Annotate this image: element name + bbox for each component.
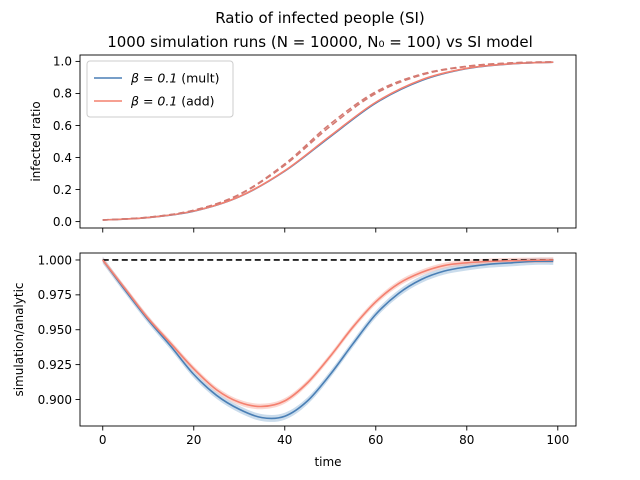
x-tick-label: 20	[186, 433, 201, 447]
y-tick-label: 1.0	[53, 55, 72, 69]
chart-title: Ratio of infected people (SI)	[215, 9, 425, 27]
y-tick-label: 0.2	[53, 183, 72, 197]
confidence-band-add	[102, 257, 554, 410]
x-tick-label: 100	[546, 433, 569, 447]
y-tick-label: 0.925	[38, 358, 72, 372]
axes-frame	[79, 54, 577, 229]
y-tick-label: 0.4	[53, 151, 72, 165]
plot-area	[102, 256, 554, 422]
chart-subtitle: 1000 simulation runs (N = 10000, N₀ = 10…	[107, 33, 533, 51]
bottom-panel: 0 20 40 60 80 100 0.900 0.925 0.950 0.975 1.000 sim…	[12, 252, 577, 469]
y-tick-label: 1.000	[38, 253, 72, 267]
series-line-mult-0	[102, 259, 554, 420]
y-axis-label: infected ratio	[29, 101, 43, 181]
x-tick-label: 40	[277, 433, 292, 447]
legend-box	[86, 60, 234, 118]
x-axis-label: time	[314, 455, 341, 469]
plot-area	[102, 61, 554, 221]
y-tick-label: 0.8	[53, 87, 72, 101]
x-tick-label: 60	[368, 433, 383, 447]
y-axis-label: simulation/analytic	[12, 283, 26, 397]
y-tick-label: 0.950	[38, 323, 72, 337]
legend-label-add: β = 0.1 (add)	[130, 94, 215, 109]
confidence-band-mult	[102, 256, 554, 422]
series-line-dashed_top-3	[102, 61, 554, 221]
y-tick-label: 0.900	[38, 393, 72, 407]
x-tick-label: 80	[459, 433, 474, 447]
y-tick-label: 0.0	[53, 215, 72, 229]
legend-label-mult: β = 0.1 (mult)	[130, 71, 219, 86]
top-panel: 0.0 0.2 0.4 0.6 0.8 1.0 infected ratio β = 0.1 …	[29, 54, 577, 233]
y-tick-label: 0.6	[53, 119, 72, 133]
legend: β = 0.1 (mult) β = 0.1 (add)	[86, 60, 234, 118]
series-line-add-1	[102, 259, 554, 408]
axes-frame	[79, 252, 577, 427]
y-tick-label: 0.975	[38, 288, 72, 302]
x-tick-label: 0	[99, 433, 107, 447]
